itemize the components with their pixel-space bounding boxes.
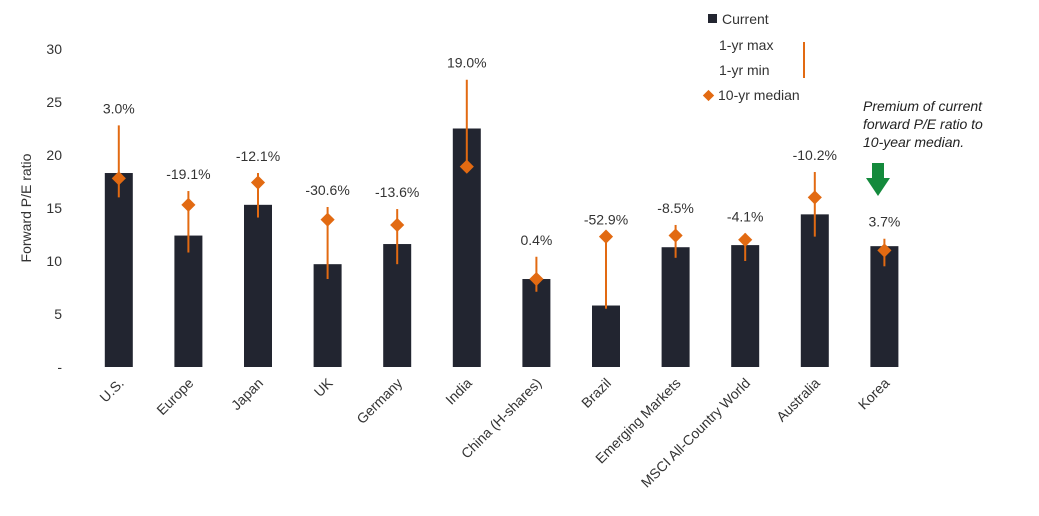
premium-label: -13.6% bbox=[375, 184, 419, 200]
legend: Current 1-yr max 1-yr min 10-yr median bbox=[702, 11, 805, 103]
legend-current-swatch bbox=[708, 14, 717, 23]
premium-label: -10.2% bbox=[793, 147, 837, 163]
range-lines bbox=[117, 79, 886, 309]
y-tick-label: 5 bbox=[54, 306, 62, 322]
legend-max-label: 1-yr max bbox=[719, 37, 773, 53]
premium-label: 3.7% bbox=[868, 214, 900, 230]
annotation-line-3: 10-year median. bbox=[863, 134, 964, 150]
premium-label: 3.0% bbox=[103, 100, 135, 116]
premium-label: 19.0% bbox=[447, 55, 487, 71]
median-marker bbox=[320, 212, 335, 227]
y-tick-label: - bbox=[57, 359, 62, 375]
bar-current bbox=[174, 235, 203, 367]
category-label: UK bbox=[311, 374, 337, 400]
median-marker bbox=[807, 190, 822, 205]
y-axis-title: Forward P/E ratio bbox=[18, 153, 34, 262]
y-tick-label: 30 bbox=[46, 41, 62, 57]
premium-label: -12.1% bbox=[236, 148, 280, 164]
y-tick-label: 10 bbox=[46, 253, 62, 269]
y-axis-ticks: - 5 10 15 20 25 30 bbox=[46, 41, 62, 375]
median-marker bbox=[459, 159, 474, 174]
premium-annotation: Premium of current forward P/E ratio to … bbox=[863, 98, 983, 196]
median-markers bbox=[111, 159, 892, 287]
category-label: Australia bbox=[773, 375, 823, 425]
premium-label: 0.4% bbox=[520, 232, 552, 248]
y-tick-label: 15 bbox=[46, 200, 62, 216]
median-marker bbox=[598, 229, 614, 244]
bars-current bbox=[104, 128, 899, 367]
bar-current bbox=[800, 214, 829, 367]
bar-current bbox=[522, 279, 551, 367]
premium-label: -8.5% bbox=[657, 200, 694, 216]
median-marker bbox=[250, 175, 266, 190]
bar-current bbox=[383, 244, 412, 367]
y-tick-label: 20 bbox=[46, 147, 62, 163]
y-tick-label: 25 bbox=[46, 94, 62, 110]
bar-current bbox=[244, 204, 272, 367]
category-label: Brazil bbox=[578, 375, 614, 411]
category-label: Germany bbox=[353, 375, 405, 427]
down-arrow-icon bbox=[866, 163, 890, 196]
bar-current bbox=[592, 305, 620, 367]
median-marker bbox=[877, 243, 892, 258]
annotation-line-1: Premium of current bbox=[863, 98, 983, 114]
premium-label: -52.9% bbox=[584, 212, 628, 228]
premium-label: -30.6% bbox=[305, 182, 349, 198]
category-label: India bbox=[442, 375, 475, 408]
category-label: Korea bbox=[855, 375, 893, 413]
category-label: Japan bbox=[228, 375, 266, 413]
bar-current bbox=[104, 173, 133, 367]
median-marker bbox=[181, 197, 196, 212]
category-label: U.S. bbox=[96, 375, 127, 406]
premium-labels: 3.0% -19.1% -12.1% -30.6% -13.6% 19.0% 0.4% -52… bbox=[103, 55, 901, 248]
median-marker bbox=[738, 232, 753, 247]
bar-current bbox=[661, 247, 690, 367]
premium-label: -4.1% bbox=[727, 208, 764, 224]
annotation-line-2: forward P/E ratio to bbox=[863, 116, 983, 132]
premium-label: -19.1% bbox=[166, 166, 210, 182]
category-label: Europe bbox=[153, 375, 196, 418]
legend-current-label: Current bbox=[722, 11, 769, 27]
median-marker bbox=[390, 217, 405, 233]
median-marker bbox=[529, 271, 544, 287]
bar-current bbox=[313, 264, 342, 367]
median-marker bbox=[668, 228, 683, 243]
bar-current bbox=[731, 245, 760, 367]
legend-median-marker bbox=[702, 89, 715, 102]
legend-min-label: 1-yr min bbox=[719, 62, 770, 78]
legend-median-label: 10-yr median bbox=[718, 87, 800, 103]
